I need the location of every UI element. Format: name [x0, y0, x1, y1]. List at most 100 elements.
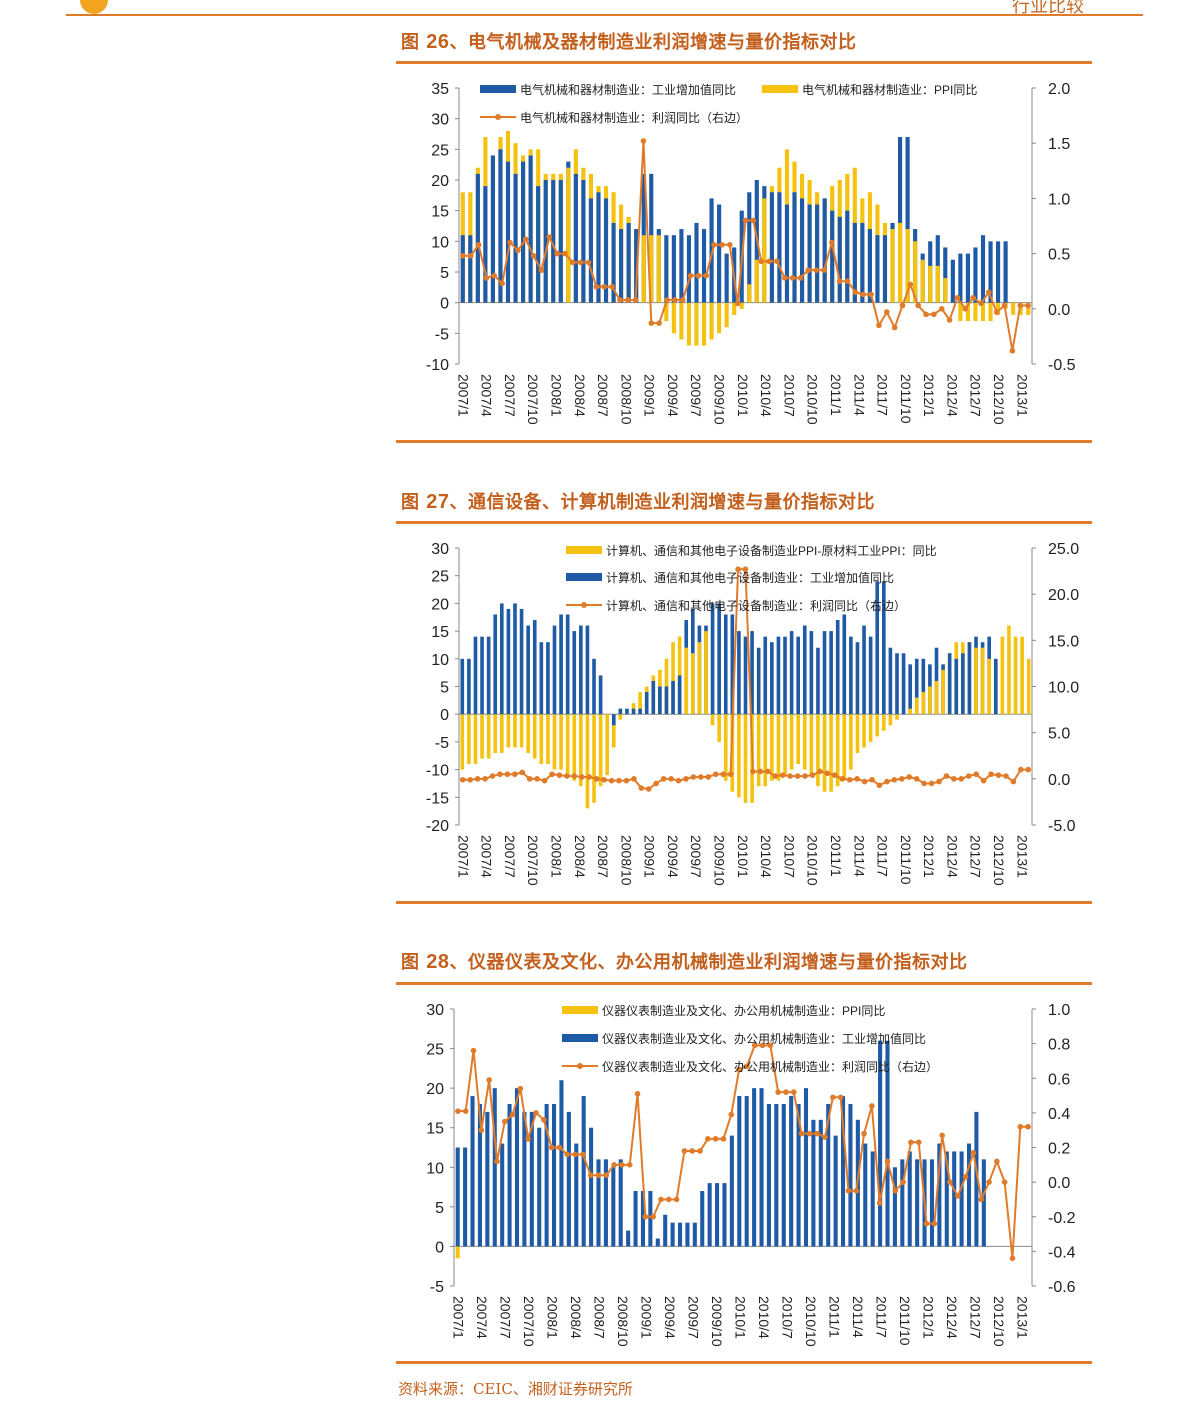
bar-ppi — [987, 658, 992, 715]
x-axis-tick-label: 2010/4 — [758, 374, 774, 417]
profit-line-group — [460, 138, 1031, 354]
profit-point — [1001, 1179, 1008, 1185]
bar-iva — [973, 247, 978, 303]
x-axis-tick-label: 2008/10 — [615, 1296, 631, 1347]
bar-iva — [685, 1222, 690, 1247]
bar-ppi — [723, 714, 728, 781]
profit-point — [455, 1108, 461, 1114]
bar-iva — [803, 1088, 809, 1247]
x-axis-tick-label: 2012/4 — [944, 374, 960, 417]
left-axis-tick-label: 25 — [431, 569, 449, 586]
x-axis-tick-label: 2012/1 — [921, 835, 937, 878]
profit-point — [462, 1108, 469, 1114]
profit-point — [673, 1196, 680, 1203]
bar-iva — [770, 642, 774, 715]
bar-iva — [867, 229, 872, 303]
bar-ppi — [809, 714, 814, 776]
bar-iva — [715, 1183, 720, 1247]
profit-point — [668, 776, 674, 782]
profit-point — [720, 1136, 727, 1142]
profit-point — [1018, 766, 1024, 773]
bar-iva — [870, 1151, 875, 1247]
bar-iva — [943, 247, 948, 303]
x-axis-tick-label: 2012/1 — [921, 374, 937, 417]
bar-iva — [802, 625, 807, 715]
bar-ppi — [921, 692, 926, 715]
bar-ppi — [690, 653, 695, 715]
bar-iva — [467, 658, 471, 715]
bar-ppi — [532, 714, 537, 759]
bar-iva — [677, 675, 682, 715]
left-axis-tick-label: 5 — [440, 265, 449, 282]
bar-ppi — [598, 714, 603, 787]
profit-point — [497, 771, 503, 778]
bar-iva — [967, 642, 972, 715]
profit-point — [564, 773, 570, 779]
right-axis-tick-label: -5.0 — [1048, 818, 1076, 835]
bar-iva — [921, 658, 926, 715]
bar-ppi — [770, 714, 774, 781]
x-axis-tick-label: 2010/1 — [735, 374, 751, 417]
bar-ppi — [754, 259, 759, 303]
bar-iva — [966, 1143, 972, 1247]
profit-point — [601, 776, 607, 783]
bar-iva — [897, 137, 903, 303]
bar-iva — [651, 680, 656, 715]
profit-point — [742, 217, 749, 224]
bar-iva — [914, 658, 919, 715]
x-axis-tick-label: 2007/1 — [450, 1296, 466, 1339]
bar-iva — [796, 636, 801, 715]
bar-iva — [781, 1103, 786, 1247]
bar-ppi — [618, 714, 623, 720]
profit-point — [593, 283, 600, 290]
x-axis-tick-label: 2011/7 — [873, 1296, 889, 1338]
bar-iva — [573, 173, 578, 303]
bar-ppi — [1026, 658, 1031, 715]
left-axis-tick-label: 25 — [431, 142, 449, 159]
bar-iva — [581, 1096, 586, 1247]
profit-point — [907, 281, 914, 288]
right-axis-tick-label: 2.0 — [1048, 81, 1070, 98]
bar-ppi — [789, 714, 794, 770]
bar-iva — [822, 631, 827, 715]
bar-ppi — [467, 714, 471, 765]
profit-point — [501, 1118, 508, 1125]
bar-iva — [777, 192, 782, 303]
bar-iva — [633, 1191, 638, 1247]
bar-iva — [907, 1151, 912, 1247]
x-axis-tick-label: 2013/1 — [1014, 1296, 1030, 1339]
bar-iva — [707, 1183, 712, 1247]
bars-group — [460, 130, 1031, 346]
bar-iva — [882, 235, 888, 303]
profit-point — [884, 778, 890, 785]
right-axis-tick-label: 0.8 — [1048, 1037, 1070, 1054]
bar-ppi — [835, 714, 840, 787]
bar-ppi — [649, 235, 654, 303]
bar-iva — [875, 235, 880, 303]
right-axis-tick-label: 0.0 — [1048, 302, 1070, 319]
figure-27-top-rule — [396, 521, 1092, 524]
bar-ppi — [605, 714, 610, 776]
bar-iva — [835, 620, 840, 715]
profit-point — [534, 776, 540, 782]
bar-iva — [842, 614, 847, 715]
profit-point — [483, 275, 490, 281]
profit-point — [817, 768, 823, 775]
profit-point — [766, 258, 772, 265]
bar-ppi — [1007, 625, 1011, 715]
bar-iva — [492, 1088, 497, 1247]
x-axis-tick-label: 2009/7 — [688, 374, 704, 417]
left-axis-tick-label: 30 — [431, 112, 449, 129]
bar-iva — [905, 137, 910, 303]
bar-iva — [519, 608, 524, 715]
profit-point — [798, 1130, 805, 1137]
bar-ppi — [732, 302, 737, 315]
profit-point — [751, 1042, 758, 1049]
bar-iva — [625, 708, 629, 715]
left-axis-tick-label: -5 — [435, 326, 449, 343]
profit-point — [830, 1094, 836, 1101]
left-axis-tick-label: 20 — [431, 173, 449, 190]
profit-point — [898, 776, 905, 782]
x-axis-tick-label: 2009/1 — [642, 374, 658, 417]
bar-iva — [493, 614, 498, 715]
